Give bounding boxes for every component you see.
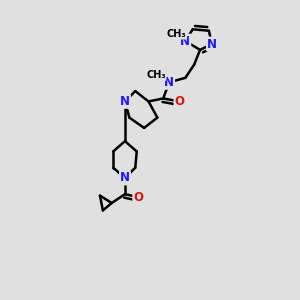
Text: N: N [207, 38, 217, 50]
Text: N: N [164, 76, 174, 89]
Text: N: N [120, 95, 130, 108]
Text: CH₃: CH₃ [167, 29, 186, 39]
Text: N: N [180, 34, 190, 48]
Text: N: N [120, 172, 130, 184]
Text: O: O [174, 95, 184, 108]
Text: CH₃: CH₃ [146, 70, 166, 80]
Text: O: O [133, 190, 143, 204]
